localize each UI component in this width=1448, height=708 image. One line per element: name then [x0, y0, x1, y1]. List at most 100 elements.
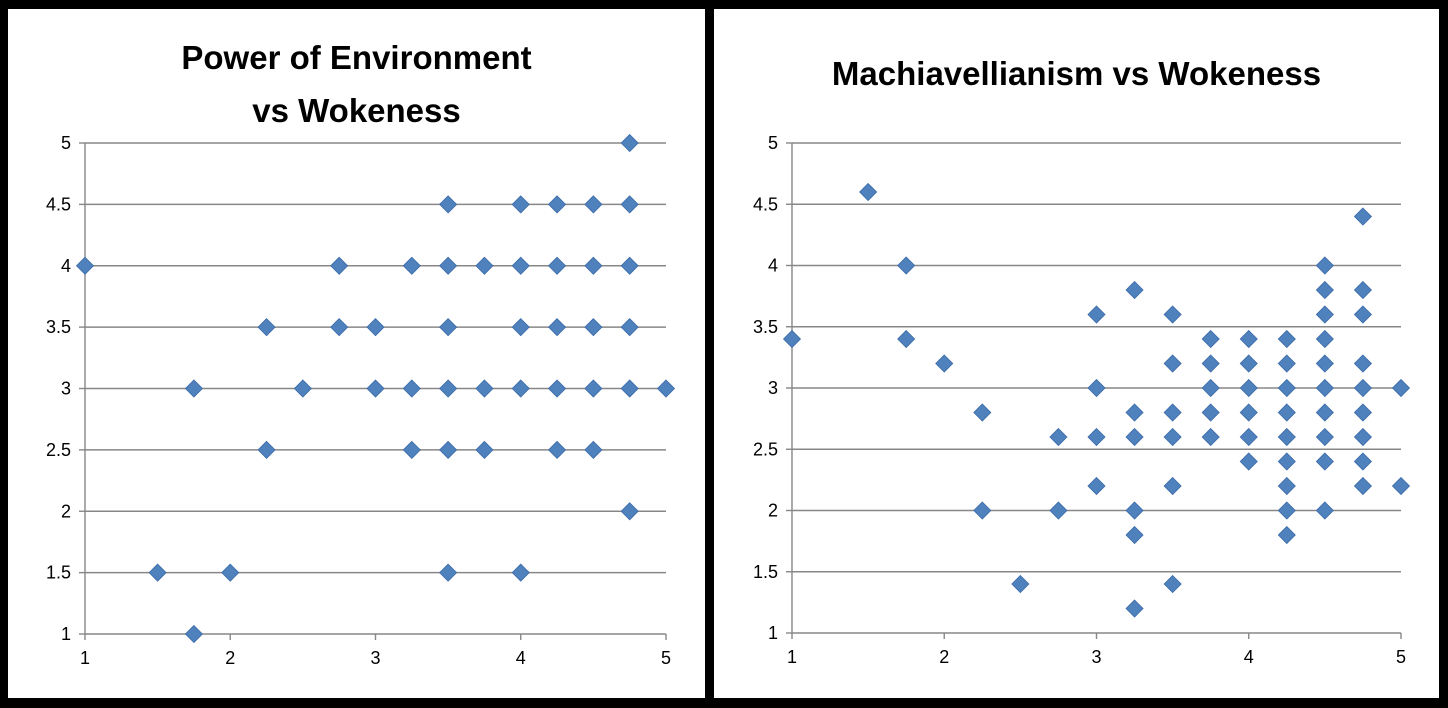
data-point-marker: [1277, 452, 1296, 471]
data-point-marker: [1163, 427, 1182, 447]
y-tick-label: 4.5: [753, 194, 778, 214]
y-tick-label: 1.5: [46, 563, 71, 583]
x-tick-label: 5: [1396, 647, 1406, 667]
data-point-marker: [1201, 354, 1220, 373]
scatter-plot: 1 1.5 2 2.5 3 3.5 4 4.5 5 1 2 3 4 5: [46, 133, 676, 668]
data-point-marker: [1277, 403, 1296, 422]
data-point-marker: [1163, 403, 1182, 422]
data-point-marker: [1353, 427, 1373, 447]
chart-title-line-1: Machiavellianism vs Wokeness: [831, 55, 1322, 92]
y-tick-label: 1.5: [753, 562, 778, 582]
data-point-marker: [1125, 501, 1144, 520]
data-point-marker: [1277, 378, 1296, 398]
data-point-marker: [257, 440, 276, 459]
data-point-marker: [1163, 476, 1182, 496]
data-point-marker: [1277, 427, 1296, 447]
data-point-marker: [973, 403, 992, 422]
data-point-marker: [1125, 427, 1144, 447]
chart-title-line-1: Power of Environment: [181, 39, 532, 76]
y-tick-label: 3.5: [753, 317, 778, 337]
data-point-marker: [1353, 207, 1373, 226]
data-point-marker: [897, 256, 916, 275]
data-point-marker: [656, 379, 676, 398]
data-point-marker: [1353, 305, 1373, 324]
data-point-marker: [1239, 354, 1258, 373]
data-point-marker: [1277, 501, 1296, 520]
y-tick-label: 2.5: [753, 439, 778, 459]
data-point-marker: [584, 318, 603, 337]
data-point-marker: [439, 440, 458, 459]
data-point-marker: [511, 563, 530, 582]
chart-panel-environment: Power of Environment vs Wokeness 1 1.5 2 2.…: [8, 9, 705, 698]
data-point-marker: [1353, 354, 1373, 373]
x-tick-label: 4: [516, 648, 526, 668]
data-point-marker: [1087, 476, 1106, 496]
data-point-marker: [439, 318, 458, 337]
data-point-marker: [1239, 452, 1258, 471]
chart-title-line-2: vs Wokeness: [252, 92, 461, 129]
data-point-marker: [547, 318, 567, 337]
data-point-marker: [1315, 256, 1334, 275]
data-point-marker: [439, 563, 458, 582]
data-point-marker: [1315, 427, 1334, 447]
x-tick-label: 3: [1091, 647, 1101, 667]
data-point-marker: [547, 256, 567, 275]
data-point-marker: [547, 379, 567, 398]
data-point-marker: [584, 440, 603, 459]
data-point-marker: [1201, 329, 1220, 349]
data-point-marker: [620, 256, 639, 275]
y-tick-label: 5: [768, 133, 778, 153]
x-tick-label: 3: [370, 648, 380, 668]
data-point-marker: [511, 195, 530, 214]
data-point-marker: [1087, 378, 1106, 398]
data-point-marker: [1125, 403, 1144, 422]
data-point-marker: [1125, 599, 1144, 618]
data-point-marker: [1163, 574, 1182, 594]
data-point-marker: [330, 256, 349, 275]
data-point-marker: [620, 133, 639, 153]
data-point-marker: [1201, 403, 1220, 422]
data-point-marker: [1315, 280, 1334, 300]
data-point-marker: [1353, 452, 1373, 471]
data-point-marker: [366, 318, 385, 337]
chart-panel-machiavellianism: Machiavellianism vs Wokeness 1 1.5 2 2.5 3 3.…: [714, 9, 1439, 698]
data-point-marker: [293, 379, 312, 398]
data-point-marker: [475, 440, 494, 459]
data-point-marker: [620, 318, 639, 337]
data-point-marker: [1163, 305, 1182, 324]
data-point-marker: [1239, 378, 1258, 398]
data-point-marker: [439, 256, 458, 275]
data-point-marker: [1239, 403, 1258, 422]
y-tick-label: 5: [61, 133, 71, 153]
y-tick-label: 1: [61, 624, 71, 644]
data-point-marker: [511, 379, 530, 398]
data-point-marker: [1353, 476, 1373, 496]
y-tick-label: 3.5: [46, 317, 71, 337]
data-point-marker: [1277, 525, 1296, 545]
data-point-marker: [1315, 329, 1334, 349]
y-tick-label: 4: [768, 256, 778, 276]
scatter-plot: 1 1.5 2 2.5 3 3.5 4 4.5 5 1 2 3 4 5: [753, 133, 1411, 667]
y-tick-label: 3: [768, 378, 778, 398]
data-point-marker: [584, 195, 603, 214]
data-point-marker: [1239, 427, 1258, 447]
y-tick-label: 2: [768, 501, 778, 521]
data-point-marker: [859, 182, 878, 202]
data-point-marker: [1125, 525, 1144, 545]
data-point-marker: [1353, 403, 1373, 422]
x-tick-label: 4: [1244, 647, 1254, 667]
data-point-marker: [184, 624, 204, 644]
data-point-marker: [897, 329, 916, 349]
data-point-marker: [511, 318, 530, 337]
data-point-marker: [402, 379, 421, 398]
data-point-marker: [257, 318, 276, 337]
data-point-marker: [1277, 476, 1296, 496]
y-tick-label: 3: [61, 379, 71, 399]
data-point-marker: [402, 440, 421, 459]
x-tick-label: 2: [939, 647, 949, 667]
data-point-marker: [1391, 378, 1411, 398]
data-point-marker: [1087, 427, 1106, 447]
data-point-marker: [547, 195, 567, 214]
data-point-marker: [973, 501, 992, 520]
data-point-marker: [1125, 280, 1144, 300]
